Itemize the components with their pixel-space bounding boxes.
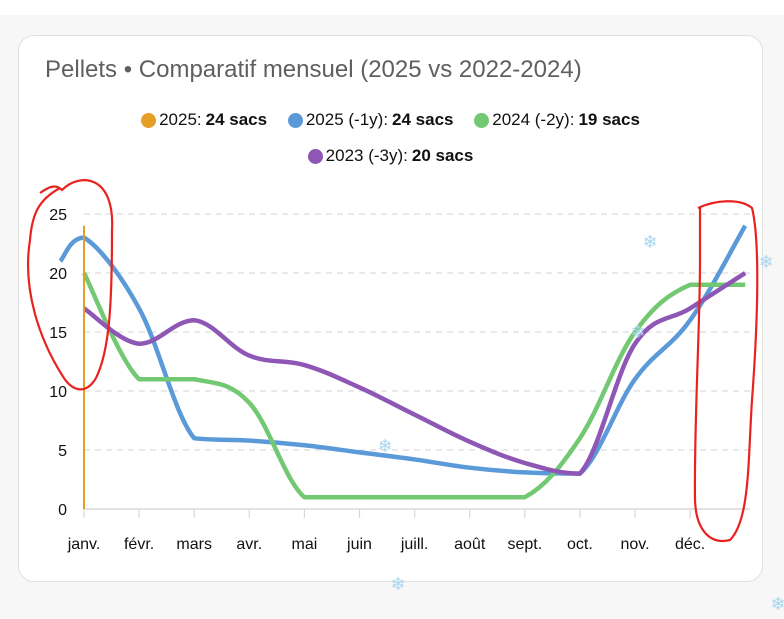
legend-label: 2024 (-2y): [492, 110, 570, 129]
x-tick-label: janv.: [67, 536, 101, 553]
annotation-circle-right: [693, 200, 759, 543]
legend-item-2025-1y[interactable]: 2025 (-1y):24 sacs: [287, 110, 454, 130]
legend-label: 2023 (-3y): [325, 146, 404, 165]
y-tick-label: 15: [49, 325, 67, 342]
legend-row-1: 2025:24 sacs 2025 (-1y):24 sacs 2024 (-2…: [19, 110, 762, 133]
series-line-2023-3y-: [82, 271, 747, 476]
annotation-circle-left: [26, 179, 114, 391]
legend-dot-icon: [287, 112, 303, 128]
legend-total: 19 sacs: [578, 110, 640, 129]
legend-label: 2025: [159, 110, 197, 129]
legend-row-2: 2023 (-3y):20 sacs: [19, 146, 762, 169]
x-tick-label: févr.: [124, 536, 154, 553]
x-tick-label: mars: [176, 536, 212, 553]
y-tick-label: 0: [58, 502, 67, 519]
y-tick-label: 10: [49, 384, 67, 401]
x-tick-label: juill.: [400, 536, 429, 553]
series-line-2025-1y-: [58, 224, 748, 476]
chart-title: Pellets • Comparatif mensuel (2025 vs 20…: [45, 56, 582, 83]
snowflake-icon: ❄: [630, 322, 645, 343]
legend-dot-icon: [141, 112, 157, 128]
legend-total: 24 sacs: [205, 110, 268, 129]
x-tick-label: juin: [346, 536, 372, 553]
snowflake-icon: ❄: [758, 252, 773, 273]
series-line-2024-2y-: [82, 271, 746, 500]
x-tick-label: déc.: [675, 536, 705, 553]
chart-card: Pellets • Comparatif mensuel (2025 vs 20…: [18, 35, 763, 582]
legend-total: 24 sacs: [392, 110, 454, 129]
y-tick-label: 5: [58, 443, 67, 460]
snowflake-icon: ❄: [377, 436, 392, 457]
x-tick-label: nov.: [620, 536, 649, 553]
snowflake-icon: ❄: [770, 594, 784, 615]
y-tick-label: 20: [49, 266, 67, 283]
x-tick-label: avr.: [236, 536, 262, 553]
page-top-strip: [0, 0, 784, 15]
legend-label: 2025 (-1y): [305, 110, 384, 129]
legend-item-2024-2y[interactable]: 2024 (-2y):19 sacs: [474, 110, 640, 130]
legend-total: 20 sacs: [411, 146, 474, 165]
y-tick-label: 25: [49, 207, 67, 224]
legend-item-2023-3y[interactable]: 2023 (-3y):20 sacs: [307, 146, 474, 166]
legend-item-2025[interactable]: 2025:24 sacs: [141, 110, 267, 130]
x-tick-label: sept.: [507, 536, 542, 553]
x-tick-label: août: [454, 536, 486, 553]
legend-dot-icon: [307, 148, 323, 164]
x-tick-label: mai: [292, 536, 318, 553]
x-tick-label: oct.: [567, 536, 593, 553]
legend-dot-icon: [474, 112, 490, 128]
snowflake-icon: ❄: [390, 574, 405, 595]
snowflake-icon: ❄: [642, 232, 657, 253]
